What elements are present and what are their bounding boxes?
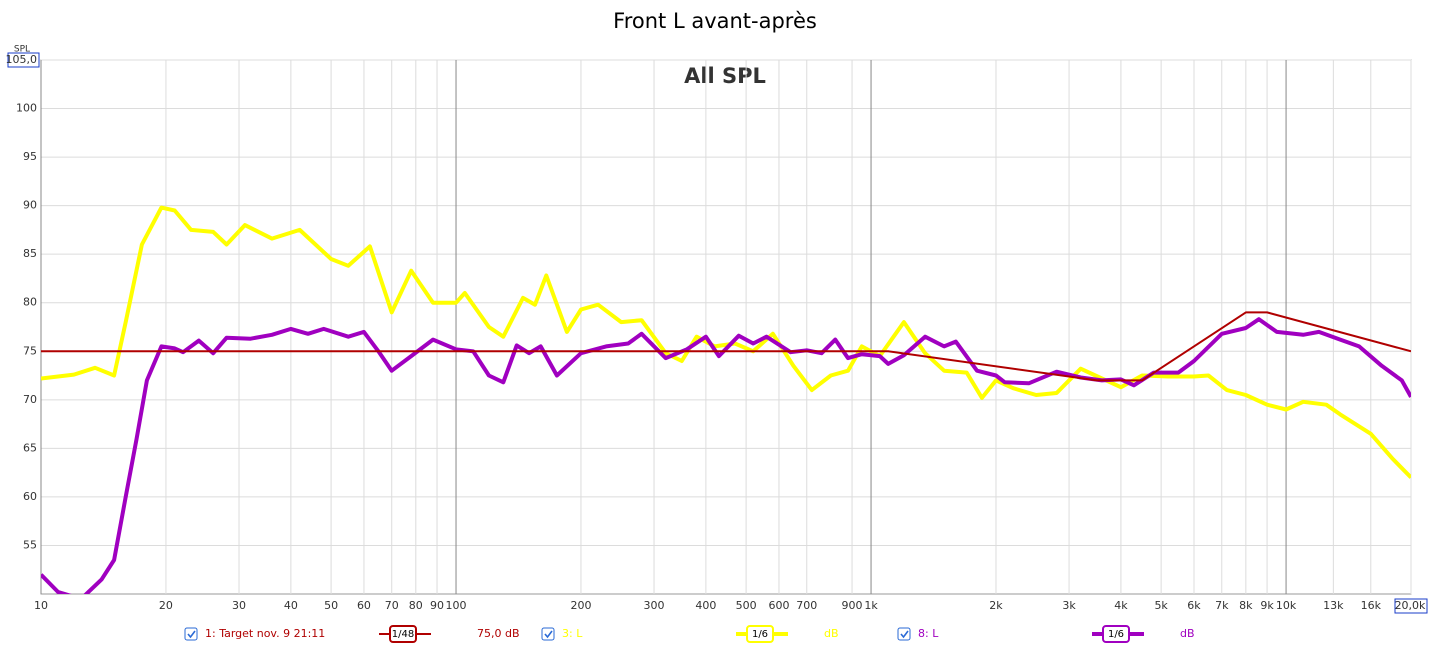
legend-label: 8: L — [918, 627, 939, 640]
y-tick-label: 80 — [23, 296, 37, 309]
legend-item: 3: L 1/6 dB — [541, 625, 839, 643]
plot-area — [40, 59, 1412, 595]
x-tick-label: 4k — [1114, 599, 1128, 612]
y-tick-label: 90 — [23, 199, 37, 212]
y-tick-label: 95 — [23, 150, 37, 163]
legend-offset: dB — [824, 627, 839, 640]
x-tick-label: 600 — [768, 599, 789, 612]
x-tick-label: 60 — [357, 599, 371, 612]
y-axis-label: SPL — [14, 45, 30, 55]
legend-smoothing: 1/6 — [752, 629, 768, 640]
grid — [40, 59, 1412, 594]
legend-label: 1: Target nov. 9 21:11 — [205, 627, 325, 640]
legend-check — [544, 630, 553, 639]
y-tick-label: 65 — [23, 441, 37, 454]
y-tick-label: 85 — [23, 247, 37, 260]
y-tick-label: 55 — [23, 538, 37, 551]
x-tick-label: 200 — [570, 599, 591, 612]
x-tick-label: 50 — [324, 599, 338, 612]
y-tick-label: 70 — [23, 393, 37, 406]
legend-item: 8: L 1/6 dB — [897, 625, 1195, 643]
chart-title: Front L avant-après — [613, 9, 817, 33]
x-tick-label: 8k — [1239, 599, 1253, 612]
legend-label: 3: L — [562, 627, 583, 640]
legend-checkbox — [897, 627, 911, 641]
legend-offset: 75,0 dB — [477, 627, 520, 640]
x-tick-label: 90 — [430, 599, 444, 612]
x-tick-label: 13k — [1323, 599, 1344, 612]
legend-check — [187, 630, 196, 639]
x-tick-label: 10k — [1276, 599, 1297, 612]
legend-item: 1: Target nov. 9 21:11 1/48 75,0 dB — [184, 625, 520, 643]
y-tick-label: 100 — [16, 102, 37, 115]
tick-box — [7, 52, 40, 68]
x-tick-label: 5k — [1154, 599, 1168, 612]
x-tick-label: 7k — [1215, 599, 1229, 612]
tick-box — [1394, 598, 1428, 614]
x-tick-label: 300 — [644, 599, 665, 612]
x-tick-label: 10 — [34, 599, 48, 612]
legend-smoothing: 1/48 — [392, 629, 414, 640]
x-tick-label: 9k — [1260, 599, 1274, 612]
x-tick-label: 400 — [695, 599, 716, 612]
x-tick-label: 6k — [1187, 599, 1201, 612]
annotation: All SPL — [684, 64, 766, 88]
x-tick-label: 20,0k — [1395, 599, 1426, 612]
y-tick-label: 75 — [23, 344, 37, 357]
x-tick-label: 80 — [409, 599, 423, 612]
legend-smoothing-box — [746, 625, 774, 643]
x-tick-label: 70 — [385, 599, 399, 612]
y-tick-label: 105,0 — [6, 53, 38, 66]
x-tick-label: 900 — [842, 599, 863, 612]
x-tick-label: 1k — [864, 599, 878, 612]
x-tick-label: 2k — [989, 599, 1003, 612]
legend-check — [900, 630, 909, 639]
legend-smoothing: 1/6 — [1108, 629, 1124, 640]
legend-checkbox — [541, 627, 555, 641]
legend-offset: dB — [1180, 627, 1195, 640]
legend-checkbox — [184, 627, 198, 641]
series-line — [41, 311, 1411, 382]
plot — [41, 205, 1411, 594]
x-tick-label: 40 — [284, 599, 298, 612]
x-tick-label: 500 — [736, 599, 757, 612]
x-tick-label: 16k — [1361, 599, 1382, 612]
legend-smoothing-box — [389, 625, 417, 643]
legend-smoothing-box — [1102, 625, 1130, 643]
y-tick-label: 60 — [23, 490, 37, 503]
x-tick-label: 100 — [446, 599, 467, 612]
x-tick-label: 700 — [796, 599, 817, 612]
x-tick-label: 3k — [1062, 599, 1076, 612]
x-tick-label: 30 — [232, 599, 246, 612]
x-tick-label: 20 — [159, 599, 173, 612]
